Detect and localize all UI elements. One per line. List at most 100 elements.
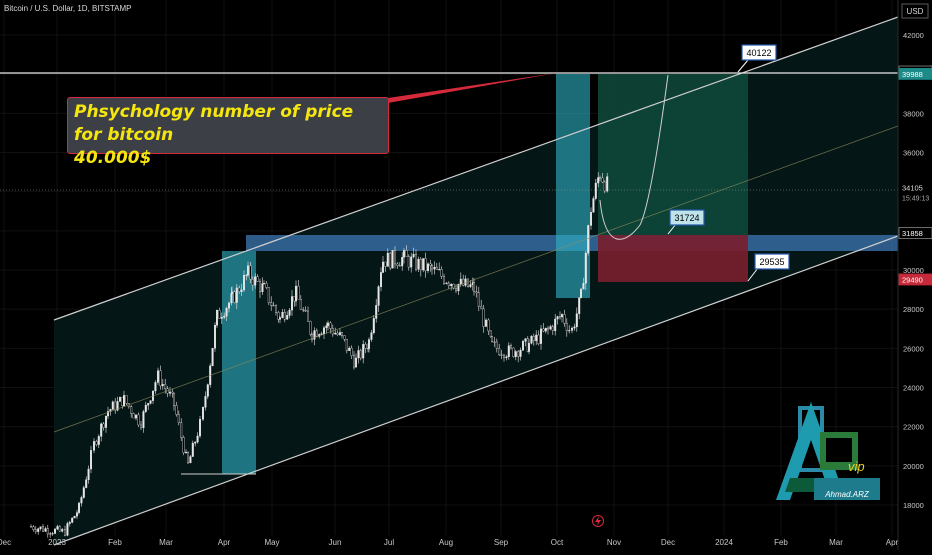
candle-body <box>130 406 133 414</box>
candle-body <box>592 198 595 213</box>
candle-body <box>267 287 270 303</box>
candle-body <box>477 292 480 307</box>
time-tick-10: Oct <box>551 538 564 547</box>
channel-lower-line[interactable] <box>53 235 899 546</box>
candle-body <box>116 401 119 411</box>
candle-body <box>503 354 506 359</box>
time-tick-0: Dec <box>0 538 11 547</box>
candle-body <box>535 334 538 341</box>
candle-body <box>510 345 513 349</box>
price-tick-42000: 42000 <box>903 31 924 40</box>
candle-body <box>364 344 367 349</box>
candle-body <box>171 391 174 394</box>
candle-body <box>238 287 241 292</box>
candle-body <box>473 282 476 292</box>
candle-body <box>601 177 604 183</box>
price-tick-28000: 28000 <box>903 305 924 314</box>
candle-body <box>377 286 380 306</box>
candle-body <box>343 335 346 340</box>
candle-body <box>493 341 496 343</box>
candle-body <box>249 265 252 280</box>
time-tick-5: May <box>264 538 279 547</box>
candle-body <box>396 263 399 266</box>
candle-body <box>355 357 358 368</box>
candle-body <box>315 330 318 337</box>
candle-body <box>571 327 574 331</box>
candle-body <box>283 312 286 320</box>
candle-body <box>194 441 197 444</box>
candle-body <box>542 328 545 332</box>
candle-body <box>304 310 307 312</box>
candle-body <box>73 515 76 519</box>
candle-body <box>281 312 284 318</box>
candle-body <box>455 288 458 292</box>
candle-body <box>220 317 223 319</box>
candle-body <box>599 177 602 179</box>
candle-body <box>89 450 92 470</box>
price-badge-29490: 29490 <box>902 275 923 284</box>
candle-body <box>563 314 566 324</box>
candle-body <box>459 278 462 285</box>
candle-body <box>80 497 83 504</box>
candle-body <box>77 502 80 513</box>
time-tick-9: Sep <box>494 538 509 547</box>
chart-header-symbol: Bitcoin / U.S. Dollar, 1D, BITSTAMP <box>4 4 132 13</box>
candle-body <box>394 250 397 265</box>
candle-body <box>587 225 590 254</box>
candle-body <box>37 528 40 532</box>
candle-body <box>227 302 230 309</box>
stop-zone <box>598 235 748 282</box>
callout-line-1: Phsychology number of price for bitcoin <box>74 102 354 145</box>
candle-body <box>256 276 259 282</box>
candle-body <box>537 334 540 344</box>
candle-body <box>134 414 137 419</box>
candle-body <box>519 349 522 357</box>
candle-body <box>149 400 152 404</box>
candle-body <box>450 283 453 286</box>
currency-badge: USD <box>907 7 924 16</box>
stop-label: 29535 <box>747 253 790 282</box>
candle-body <box>87 468 90 480</box>
candle-body <box>590 212 593 226</box>
candle-body <box>341 332 344 336</box>
candle-body <box>230 291 233 294</box>
candle-body <box>215 310 218 326</box>
target-label: 40122 <box>737 44 777 73</box>
candle-body <box>433 266 436 270</box>
candle-body <box>462 278 465 286</box>
candle-body <box>485 319 488 327</box>
candle-body <box>345 338 348 351</box>
candle-body <box>417 259 420 270</box>
candle-body <box>235 287 238 303</box>
candle-body <box>159 370 162 387</box>
candle-body <box>429 263 432 267</box>
candle-body <box>122 395 125 407</box>
candle-body <box>382 261 385 273</box>
price-badge-box <box>898 227 932 240</box>
candle-body <box>46 528 49 535</box>
price-tick-38000: 38000 <box>903 109 924 118</box>
candle-body <box>447 282 450 286</box>
time-axis[interactable]: Dec 2023 Feb Mar Apr May Jun Jul Aug Sep Oct Nov Dec… <box>0 538 899 547</box>
candle-body <box>438 269 441 271</box>
candle-body <box>186 451 189 464</box>
candle-body <box>198 418 201 437</box>
candle-body <box>175 405 178 415</box>
candle-body <box>530 335 533 344</box>
target-label-text: 40122 <box>746 48 771 58</box>
candle-body <box>401 257 404 267</box>
candle-body <box>265 283 268 288</box>
candle-body <box>551 326 554 331</box>
currency-badge-box[interactable] <box>901 3 929 19</box>
channel-upper-line[interactable] <box>53 16 899 321</box>
candle-body <box>412 253 415 258</box>
candle-body <box>147 403 150 406</box>
time-tick-1: 2023 <box>48 538 66 547</box>
candle-body <box>279 317 282 320</box>
candle-body <box>384 261 387 267</box>
lightning-icon[interactable] <box>592 515 604 527</box>
candle-body <box>452 283 455 289</box>
candle-body <box>44 528 47 532</box>
price-badge-box <box>898 273 932 286</box>
